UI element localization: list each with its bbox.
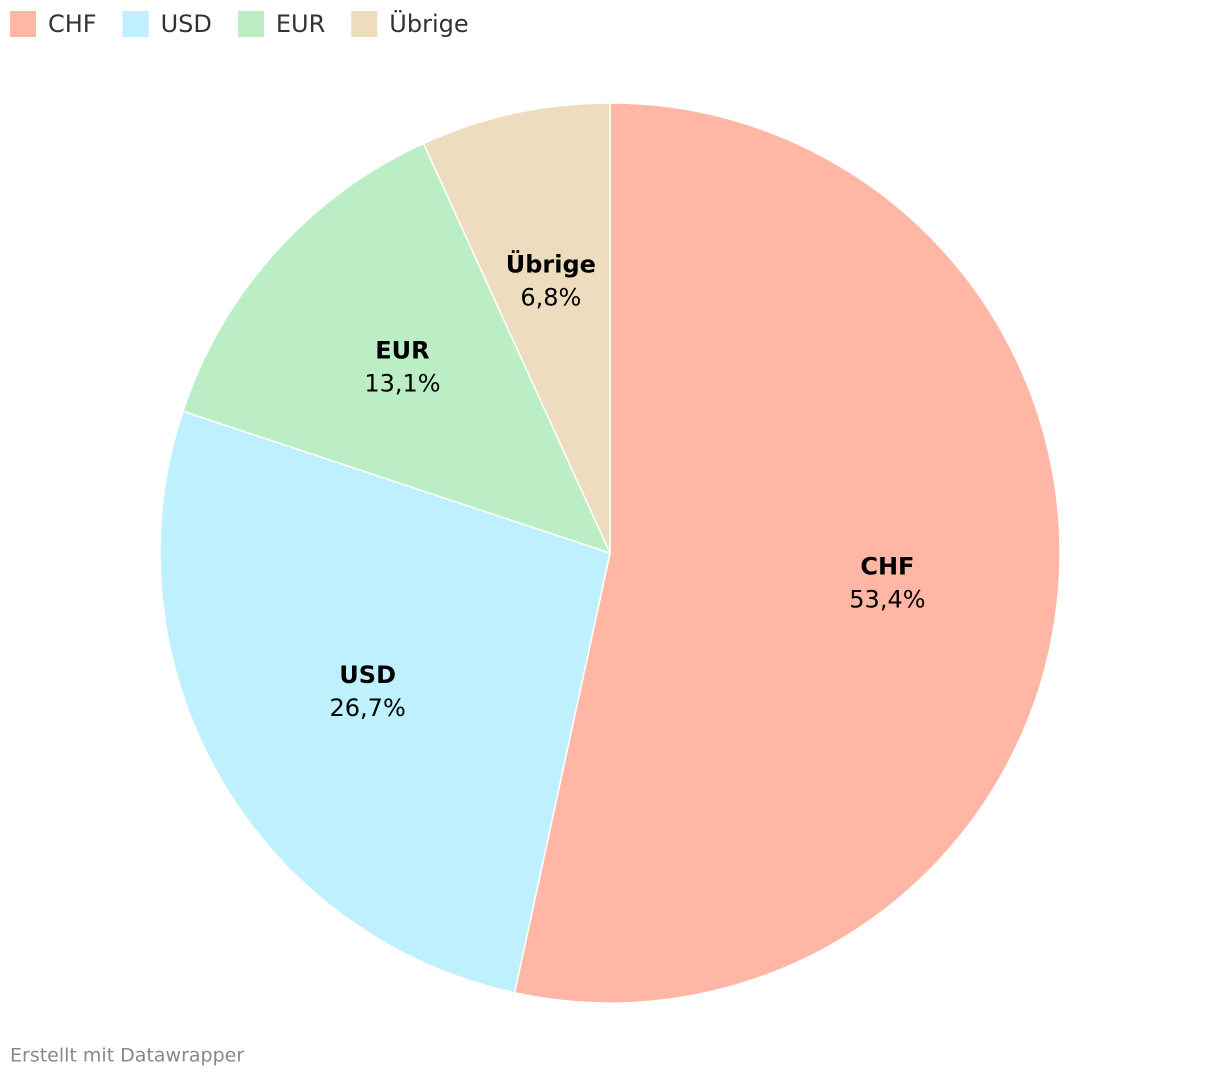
pie: CHF 53,4% USD 26,7% EUR 13,1% Übrige 6,8% — [159, 102, 1061, 1004]
pie-slice — [513, 102, 1061, 1004]
legend-label: USD — [161, 10, 212, 38]
slice-value-label: 6,8% — [520, 283, 581, 311]
legend-swatch — [351, 11, 378, 37]
pie-slice — [159, 410, 611, 994]
slice-value-label: 26,7% — [330, 694, 406, 722]
legend: CHF USD EUR Übrige — [10, 9, 469, 38]
legend-swatch — [10, 11, 36, 37]
slice-category-label: USD — [339, 661, 396, 689]
slice-category-label: Übrige — [506, 248, 596, 278]
slice-value-label: 13,1% — [364, 370, 440, 398]
legend-swatch — [237, 11, 264, 37]
slice-value-label: 53,4% — [849, 586, 925, 614]
pie-slice — [422, 102, 611, 554]
credit: Erstellt mit Datawrapper — [10, 1045, 244, 1067]
legend-label: CHF — [48, 10, 97, 38]
slice-category-label: EUR — [375, 337, 429, 365]
legend-swatch — [122, 11, 149, 37]
slice-category-label: CHF — [860, 553, 914, 581]
legend-label: EUR — [276, 10, 325, 38]
pie-slice — [181, 142, 612, 555]
legend-label: Übrige — [389, 9, 468, 38]
